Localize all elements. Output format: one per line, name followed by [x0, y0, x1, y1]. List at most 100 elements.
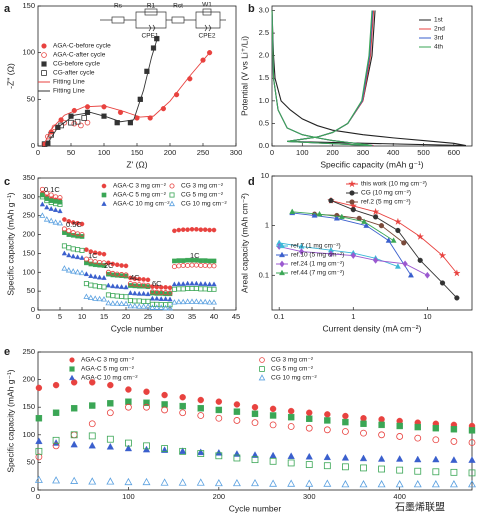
- x-tick-label: 200: [213, 492, 226, 501]
- x-tick-label: 1: [351, 312, 355, 321]
- marker: [438, 251, 447, 259]
- marker: [180, 227, 186, 232]
- marker: [44, 204, 50, 210]
- marker: [35, 447, 43, 455]
- marker: [169, 192, 175, 198]
- marker: [158, 296, 164, 301]
- marker: [176, 281, 182, 286]
- marker: [167, 290, 173, 296]
- marker: [143, 442, 150, 450]
- marker: [123, 284, 129, 290]
- marker: [206, 281, 213, 287]
- marker: [41, 52, 47, 58]
- marker: [338, 213, 345, 220]
- marker: [127, 281, 133, 287]
- marker: [377, 480, 386, 488]
- y-tick-label: 250: [22, 211, 35, 220]
- marker: [395, 480, 404, 488]
- annotation: 4C: [130, 273, 140, 282]
- marker: [149, 289, 155, 295]
- marker: [70, 220, 76, 225]
- y-tick-label: 100: [22, 267, 35, 276]
- legend-label: 3rd: [434, 35, 444, 42]
- marker: [141, 277, 146, 282]
- y-tick-label: 50: [27, 457, 35, 466]
- marker: [81, 115, 88, 121]
- y-tick-label: 50: [27, 286, 35, 295]
- marker: [198, 258, 204, 263]
- marker: [124, 444, 133, 452]
- x-tick-label: 0: [36, 492, 40, 501]
- marker: [87, 294, 94, 301]
- marker: [48, 217, 55, 224]
- marker: [258, 374, 266, 381]
- x-tick-label: 200: [326, 148, 339, 157]
- marker: [287, 452, 295, 459]
- marker: [176, 286, 182, 292]
- marker: [96, 274, 103, 280]
- marker: [140, 303, 147, 309]
- marker: [123, 300, 129, 307]
- y-tick-label: 1.5: [259, 73, 269, 82]
- marker: [101, 201, 107, 206]
- marker: [233, 417, 241, 424]
- panel-label: c: [4, 176, 10, 188]
- marker: [92, 283, 98, 289]
- x-tick-label: 10: [423, 312, 431, 321]
- marker: [131, 302, 138, 309]
- marker: [74, 254, 81, 260]
- x-tick-label: 300: [230, 148, 243, 157]
- marker: [176, 263, 182, 269]
- y-tick-label: 0.5: [259, 118, 269, 127]
- marker: [106, 477, 115, 485]
- marker: [52, 442, 60, 450]
- marker: [119, 272, 125, 278]
- marker: [136, 283, 142, 289]
- resistor: [111, 16, 125, 24]
- marker: [136, 282, 142, 288]
- marker: [189, 257, 195, 263]
- y-tick-label: 0.0: [259, 141, 269, 150]
- y-tick-label: 2.0: [259, 51, 269, 60]
- marker: [171, 286, 177, 292]
- marker: [390, 237, 397, 243]
- marker: [101, 284, 107, 290]
- marker: [324, 411, 331, 418]
- y-axis-label: Specific capacity (mAh g⁻¹): [5, 369, 15, 472]
- marker: [341, 453, 350, 461]
- marker: [328, 250, 334, 258]
- marker: [58, 122, 64, 129]
- marker: [127, 290, 134, 295]
- marker: [193, 280, 200, 286]
- marker: [396, 433, 404, 440]
- marker: [185, 257, 190, 263]
- marker: [449, 480, 458, 488]
- marker: [79, 269, 85, 276]
- x-tick-label: 250: [197, 148, 210, 157]
- marker: [69, 366, 75, 372]
- legend-label: CG (10 mg cm⁻²): [361, 190, 411, 197]
- legend-label: AGA-C 3 mg cm⁻²: [113, 183, 167, 190]
- marker: [306, 415, 313, 422]
- marker: [279, 269, 285, 276]
- marker: [407, 272, 414, 278]
- marker: [468, 439, 476, 446]
- legend-label: AGA-C 10 mg cm⁻²: [81, 375, 138, 382]
- plot-frame: [37, 177, 237, 311]
- marker: [251, 451, 259, 458]
- marker: [378, 431, 385, 439]
- marker: [359, 480, 368, 488]
- marker: [123, 294, 129, 300]
- marker: [468, 469, 476, 477]
- marker: [259, 357, 265, 363]
- marker: [88, 420, 96, 428]
- marker: [41, 61, 47, 67]
- legend-label: this work (10 mg cm⁻²): [361, 181, 427, 188]
- x-tick-label: 0: [36, 148, 40, 157]
- marker: [109, 300, 116, 306]
- marker: [127, 298, 133, 304]
- marker: [57, 219, 63, 226]
- marker: [96, 295, 103, 302]
- x-tick-label: 15: [100, 312, 108, 321]
- marker: [189, 286, 195, 292]
